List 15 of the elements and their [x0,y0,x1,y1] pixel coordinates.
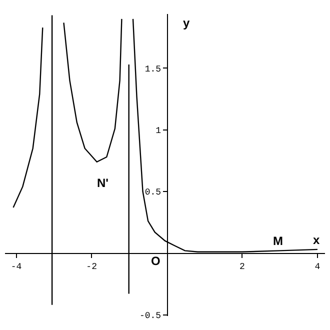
y-axis-title: y [183,16,190,30]
line-series [12,26,44,208]
y-tick-label: -0.5 [139,310,162,321]
x-tick-label: -4 [10,262,22,272]
annotation: O [151,254,160,268]
annotation: N' [97,176,109,190]
y-tick-label: 1 [156,126,162,136]
x-tick-label: 4 [314,262,320,272]
x-tick-label: 2 [239,262,245,272]
y-tick-label: 1.5 [144,64,162,74]
annotation: M [273,234,283,248]
x-tick-label: -2 [86,262,97,272]
y-tick-label: 0.5 [144,188,162,198]
line-series [63,18,122,163]
x-axis-title: x [313,233,320,247]
